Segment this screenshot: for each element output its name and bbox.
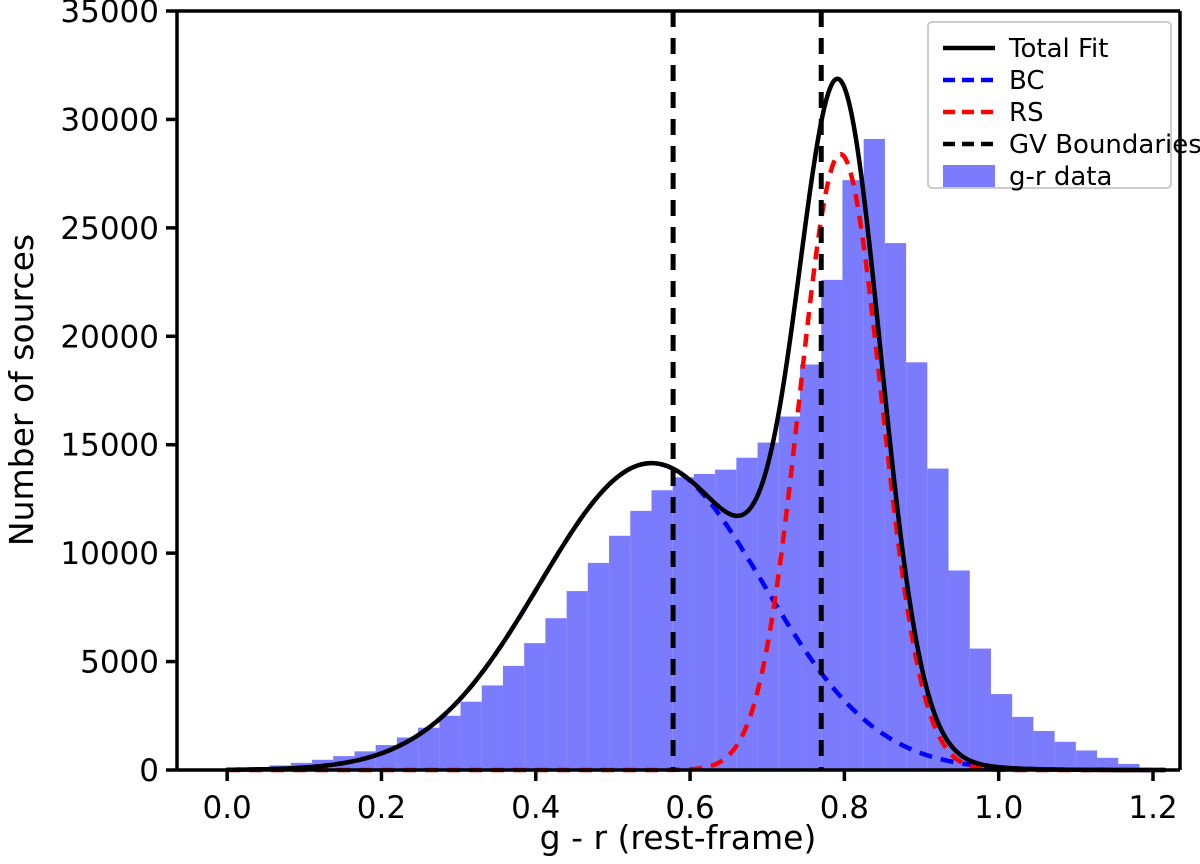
y-tick-label: 25000	[60, 211, 159, 247]
x-tick-label: 1.2	[1128, 790, 1177, 826]
histogram-bar	[800, 364, 822, 770]
histogram-bar	[969, 648, 991, 770]
legend-swatch	[943, 165, 995, 187]
histogram-bar	[1118, 763, 1140, 770]
x-tick-label: 0.0	[202, 790, 251, 826]
x-tick-label: 0.6	[665, 790, 714, 826]
histogram-bar	[609, 535, 631, 770]
histogram-bar	[821, 279, 843, 770]
legend-item[interactable]: GV Boundaries	[943, 130, 1200, 160]
histogram-bar	[439, 715, 461, 770]
histogram-bar	[502, 665, 525, 770]
legend-label: GV Boundaries	[1009, 130, 1200, 160]
y-tick-label: 10000	[60, 536, 159, 572]
histogram-bar	[1097, 757, 1119, 770]
histogram-bar	[566, 591, 588, 770]
histogram-bar	[524, 643, 546, 770]
histogram-bar	[736, 457, 758, 770]
total-fit-curve	[224, 76, 1167, 773]
histogram-bar	[1012, 716, 1034, 770]
histogram-bar	[630, 510, 652, 770]
gv-boundary-lines	[670, 11, 824, 770]
legend-label: RS	[1009, 98, 1044, 128]
histogram-bar	[842, 180, 864, 770]
legend-item[interactable]: BC	[943, 66, 1045, 96]
legend-item[interactable]: Total Fit	[943, 34, 1108, 64]
y-axis-label: Number of sources	[2, 234, 41, 546]
histogram-bar	[545, 618, 567, 770]
histogram-bar	[1075, 750, 1098, 770]
histogram-bar	[651, 490, 673, 770]
legend-label: BC	[1009, 66, 1045, 96]
histogram-bar	[418, 727, 440, 770]
histogram-bar	[990, 694, 1013, 770]
x-axis-label: g - r (rest-frame)	[540, 818, 817, 857]
histogram-bar	[1033, 730, 1055, 770]
x-axis-ticks: 0.0 0.2 0.4 0.6 0.8 1.0 1.2	[202, 770, 1178, 826]
x-tick-label: 0.4	[511, 790, 560, 826]
y-tick-label: 30000	[60, 102, 159, 138]
y-tick-label: 0	[139, 753, 159, 789]
histogram-bar	[672, 477, 694, 770]
x-tick-label: 0.8	[820, 790, 869, 826]
legend-label: g-r data	[1009, 162, 1112, 192]
histogram-bar	[481, 685, 503, 770]
histogram-bar	[948, 570, 970, 770]
histogram-bar	[715, 469, 737, 770]
histogram-bar	[460, 701, 482, 770]
legend-item[interactable]: RS	[943, 98, 1044, 128]
legend-label: Total Fit	[1008, 34, 1108, 64]
histogram-bar	[693, 473, 716, 770]
axes-spines	[175, 9, 1182, 772]
histogram-bar	[927, 468, 949, 770]
legend-item[interactable]: g-r data	[943, 162, 1112, 192]
legend-box	[927, 21, 1172, 189]
histogram-bar	[1054, 741, 1076, 770]
y-tick-label: 20000	[60, 319, 159, 355]
histogram-bar	[906, 362, 928, 770]
x-tick-label: 0.2	[357, 790, 406, 826]
y-tick-label: 15000	[60, 428, 159, 464]
histogram-bar	[863, 138, 885, 770]
histogram-bar	[757, 442, 779, 770]
y-tick-label: 5000	[80, 645, 159, 681]
histogram-bars	[248, 138, 1140, 771]
histogram-bar	[587, 562, 610, 770]
histogram-bar	[778, 416, 801, 770]
y-tick-label: 35000	[60, 0, 159, 30]
y-axis-ticks: 0 5000 10000 15000 20000 25000 30000 35000	[60, 0, 177, 789]
x-tick-label: 1.0	[974, 790, 1023, 826]
